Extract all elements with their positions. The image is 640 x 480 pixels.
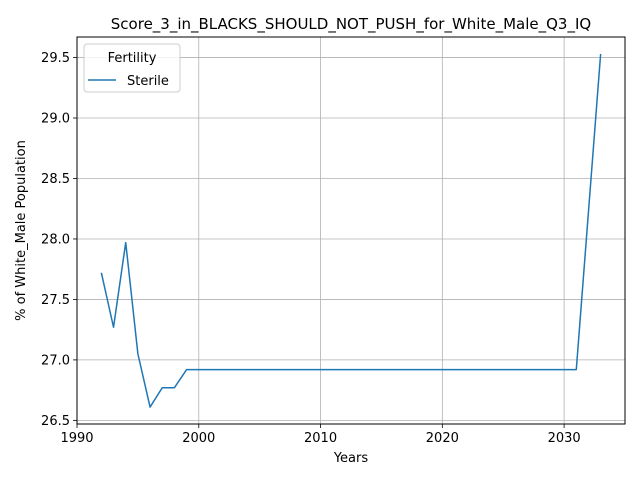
x-tick-label: 1990 [60,431,93,446]
y-tick-label: 26.5 [41,414,70,429]
legend-series-label: Sterile [127,74,169,89]
legend-title: Fertility [108,51,157,66]
y-tick-label: 28.5 [41,172,70,187]
x-tick-label: 2010 [304,431,337,446]
y-tick-label: 27.0 [41,353,70,368]
legend: Fertility Sterile [84,44,180,92]
x-axis-label: Years [333,451,369,466]
x-tick-label: 2020 [426,431,459,446]
y-tick-label: 29.5 [41,51,70,66]
x-tick-label: 2030 [548,431,581,446]
chart-title: Score_3_in_BLACKS_SHOULD_NOT_PUSH_for_Wh… [111,15,591,34]
y-tick-label: 27.5 [41,293,70,308]
y-axis-label: % of White_Male Population [14,140,29,321]
y-tick-label: 28.0 [41,232,70,247]
x-tick-label: 2000 [182,431,215,446]
y-tick-label: 29.0 [41,112,70,127]
